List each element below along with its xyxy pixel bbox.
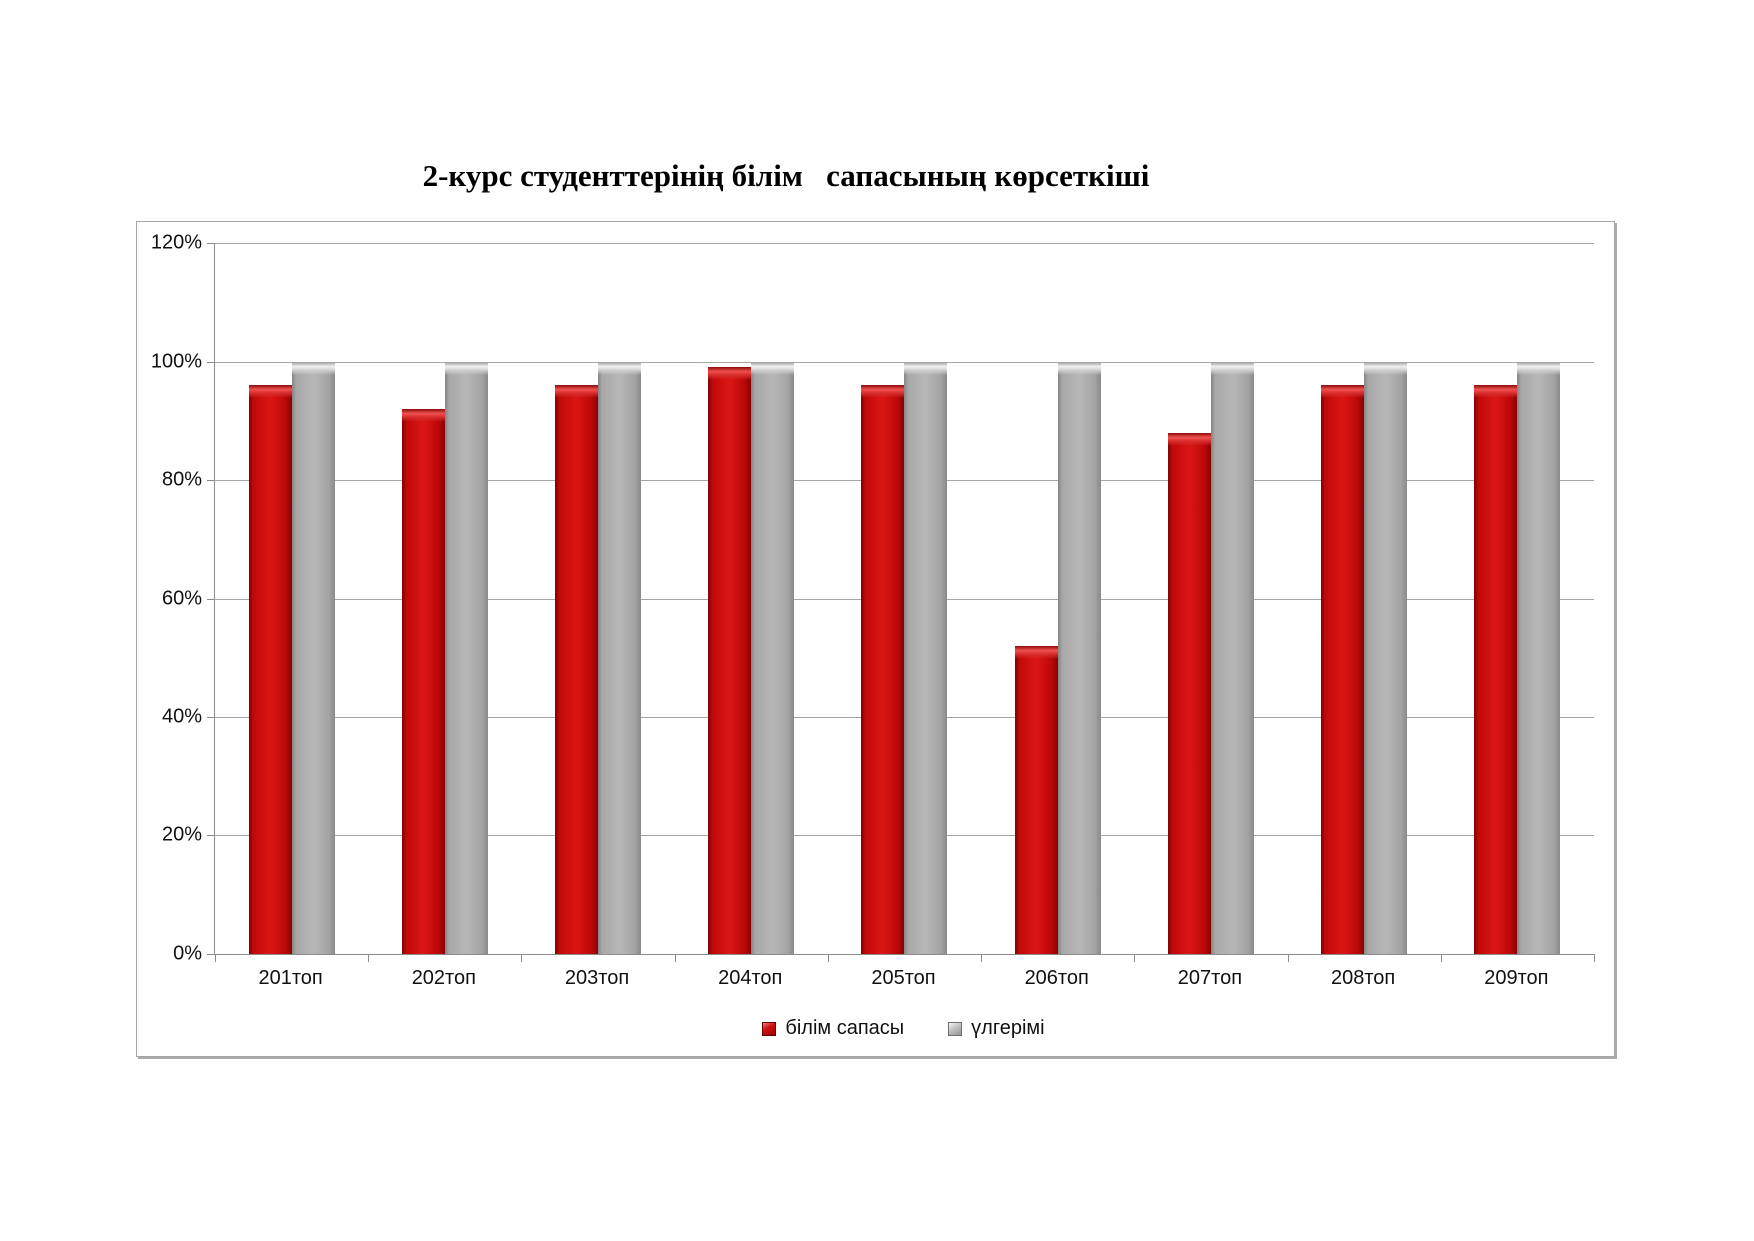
bar — [401, 408, 445, 954]
bar-group — [368, 243, 521, 954]
y-axis-label: 40% — [161, 705, 202, 728]
bar-group — [1288, 243, 1441, 954]
x-axis-label: 202топ — [411, 967, 476, 989]
legend: білім сапасы үлгерімі — [214, 1017, 1593, 1040]
bar — [291, 361, 335, 954]
bar — [1057, 361, 1101, 954]
chart-frame: 0% 20% 40% 60% 80% 100% 120% 201топ 202топ 203то… — [136, 221, 1615, 1057]
bar — [1210, 361, 1254, 954]
x-axis-label: 209топ — [1484, 967, 1549, 989]
y-axis-label: 100% — [150, 350, 202, 372]
bar-group — [521, 243, 674, 954]
x-axis-tick — [827, 954, 829, 962]
x-axis-label: 201топ — [258, 967, 323, 989]
bar — [708, 367, 752, 954]
y-axis-tick — [207, 954, 215, 955]
x-axis-label: 203топ — [564, 967, 630, 989]
bar — [444, 361, 488, 954]
bar-group — [675, 243, 828, 954]
bar — [1517, 361, 1561, 954]
bar — [248, 385, 292, 954]
bar — [1474, 385, 1518, 954]
x-axis-label: 206топ — [1024, 967, 1089, 989]
legend-item: білім сапасы — [762, 1017, 904, 1040]
y-axis-label: 120% — [150, 231, 202, 254]
x-axis-tick — [368, 954, 370, 962]
x-axis-label: 207топ — [1177, 967, 1243, 989]
y-axis-label: 20% — [161, 823, 202, 846]
bar — [751, 361, 795, 954]
legend-label: білім сапасы — [785, 1017, 905, 1039]
x-axis-tick — [1440, 954, 1442, 962]
bar-group — [981, 243, 1134, 954]
bar-groups — [215, 243, 1594, 954]
bar-group — [1441, 243, 1594, 954]
bar — [1014, 645, 1058, 954]
y-axis-tick — [207, 361, 215, 363]
legend-swatch-icon — [762, 1021, 777, 1036]
x-axis-label: 208топ — [1331, 967, 1396, 989]
legend-item: үлгерімі — [948, 1017, 1045, 1040]
legend-label: үлгерімі — [971, 1017, 1045, 1039]
y-axis-tick — [207, 835, 215, 837]
bar-group — [215, 243, 368, 954]
y-axis-tick — [207, 717, 215, 718]
x-axis-tick — [981, 954, 983, 962]
x-axis-tick — [1134, 954, 1136, 962]
y-axis-tick — [207, 479, 215, 481]
x-axis-label: 205топ — [871, 967, 936, 989]
x-axis-tick — [674, 954, 676, 962]
x-axis-labels: 201топ 202топ 203топ 204топ 205топ 206топ 207т… — [214, 967, 1593, 990]
bar — [555, 385, 599, 954]
chart-title: 2-курс студенттерінің білім сапасының кө… — [422, 158, 1150, 193]
legend-swatch-icon — [948, 1021, 963, 1036]
bar — [904, 361, 948, 954]
y-axis-tick — [207, 243, 215, 244]
bar — [1321, 385, 1365, 954]
y-axis-tick — [207, 598, 215, 600]
bar-group — [828, 243, 981, 954]
y-axis-label: 80% — [161, 468, 202, 491]
bar-group — [1134, 243, 1287, 954]
y-axis-label: 0% — [173, 942, 202, 965]
x-axis-tick — [521, 954, 523, 962]
bar — [1167, 432, 1211, 954]
x-axis-tick — [215, 954, 216, 962]
plot-area: 0% 20% 40% 60% 80% 100% 120% — [151, 232, 1595, 965]
bar — [598, 361, 642, 954]
x-axis-label: 204топ — [718, 967, 783, 989]
x-axis-tick — [1594, 954, 1595, 962]
y-axis-label: 60% — [161, 587, 202, 609]
x-axis-tick — [1287, 954, 1289, 962]
bar — [1364, 361, 1408, 954]
bar — [861, 385, 905, 954]
gridline — [215, 243, 1594, 244]
